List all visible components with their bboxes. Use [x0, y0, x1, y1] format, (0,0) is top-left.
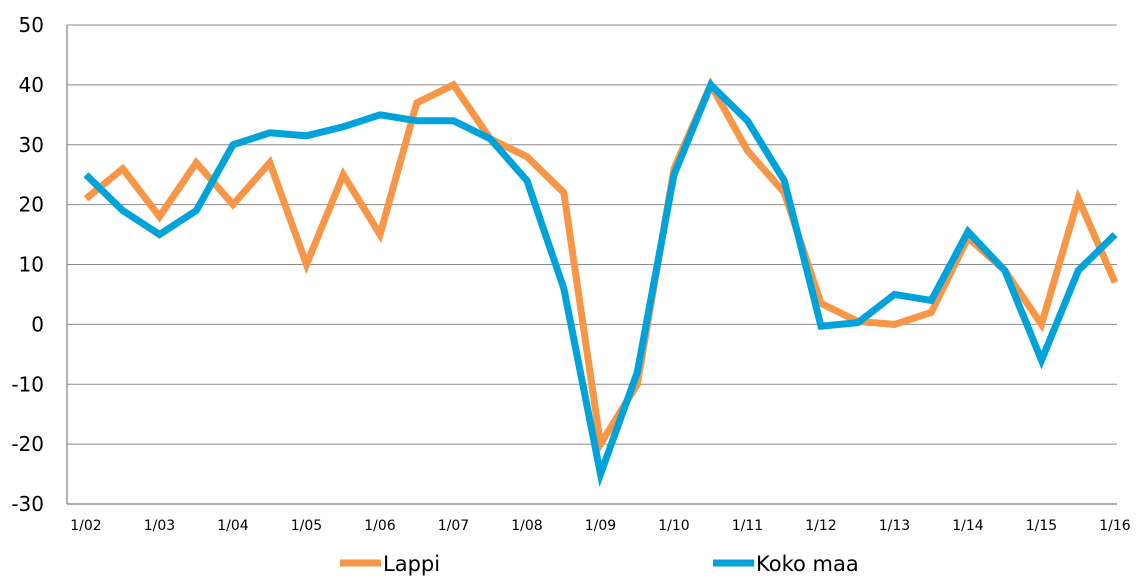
x-tick-label: 1/15 [1026, 518, 1057, 534]
axes [66, 25, 1117, 505]
x-tick-label: 1/13 [879, 518, 910, 534]
legend-label: Lappi [383, 552, 440, 576]
y-tick-label: -10 [11, 372, 44, 396]
y-tick-label: 0 [31, 312, 44, 336]
y-tick-label: 10 [19, 253, 44, 277]
x-tick-label: 1/09 [585, 518, 616, 534]
x-tick-label: 1/11 [732, 518, 763, 534]
y-tick-labels: -30 -20 -10 0 10 20 30 40 50 [11, 13, 44, 516]
x-tick-label: 1/12 [805, 518, 836, 534]
x-tick-label: 1/02 [70, 518, 101, 534]
x-tick-label: 1/14 [952, 518, 984, 534]
y-tick-label: 20 [19, 193, 44, 217]
series-line-koko-maa [83, 78, 1118, 488]
y-tick-label: 50 [19, 13, 44, 37]
y-tick-label: 40 [19, 73, 44, 97]
x-tick-label: 1/03 [144, 518, 175, 534]
y-tick-label: 30 [19, 133, 44, 157]
y-tick-label: -20 [11, 432, 44, 456]
x-tick-label: 1/08 [511, 518, 542, 534]
x-tick-label: 1/06 [364, 518, 396, 534]
x-tick-label: 1/10 [658, 518, 689, 534]
series-lines [83, 77, 1119, 488]
legend: Lappi Koko maa [340, 552, 859, 576]
x-tick-label: 1/04 [217, 518, 249, 534]
x-tick-label: 1/07 [438, 518, 469, 534]
x-tick-label: 1/05 [291, 518, 322, 534]
x-tick-labels: 1/02 1/03 1/04 1/05 1/06 1/07 1/08 1/09 1/10 1/11… [70, 518, 1131, 534]
series-line-lappi [83, 77, 1119, 455]
legend-label: Koko maa [756, 552, 859, 576]
x-tick-label: 1/16 [1099, 518, 1131, 534]
y-tick-label: -30 [11, 492, 44, 516]
